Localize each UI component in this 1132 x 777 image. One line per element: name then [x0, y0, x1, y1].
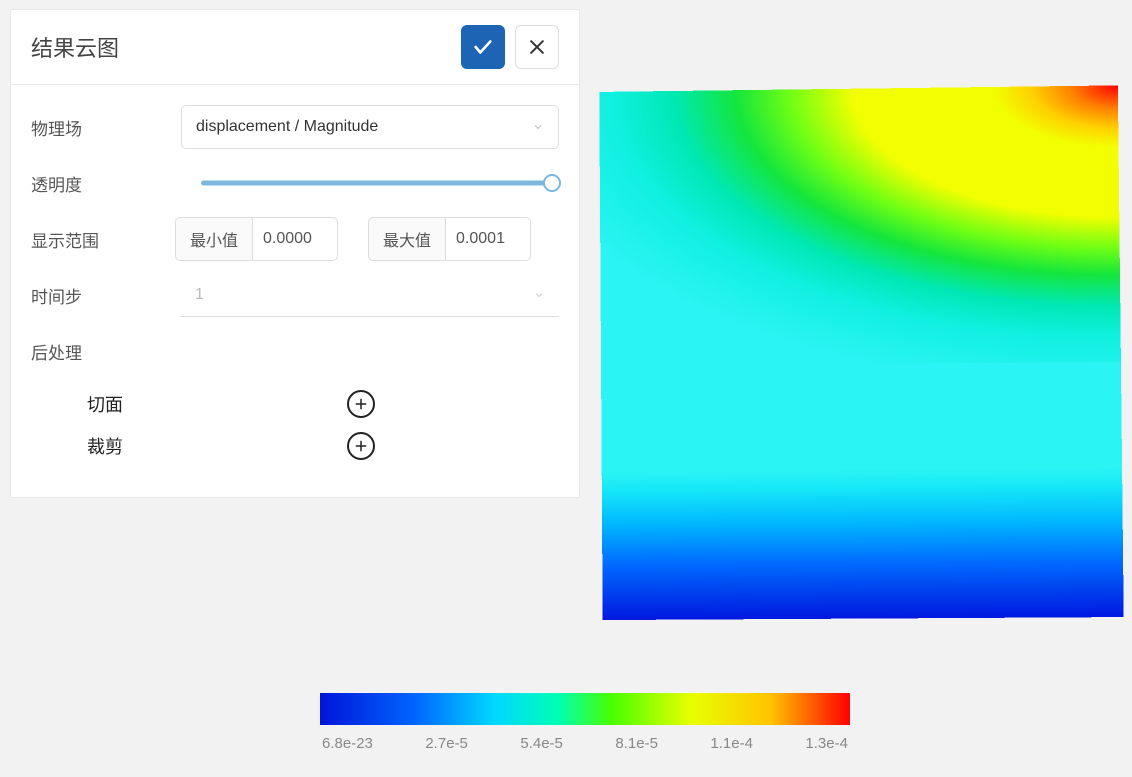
slice-label: 切面 — [87, 391, 347, 417]
colorbar-tick: 2.7e-5 — [425, 735, 468, 752]
colorbar-tick: 5.4e-5 — [520, 735, 563, 752]
field-row: 物理场 displacement / Magnitude — [31, 103, 559, 151]
result-contour-panel: 结果云图 物理场 displacement / Magnitude 透明度 — [10, 9, 580, 498]
min-input[interactable] — [252, 217, 338, 261]
slice-row: 切面 — [31, 383, 559, 425]
timestep-row: 时间步 1 — [31, 271, 559, 319]
range-label: 显示范围 — [31, 227, 181, 252]
close-icon — [527, 37, 547, 57]
colorbar-ticks: 6.8e-23 2.7e-5 5.4e-5 8.1e-5 1.1e-4 1.3e… — [320, 735, 850, 752]
opacity-row: 透明度 — [31, 159, 559, 207]
range-row: 显示范围 最小值 最大值 — [31, 215, 559, 263]
chevron-down-icon — [532, 121, 544, 133]
contour-layer-upper — [599, 85, 1121, 366]
timestep-label: 时间步 — [31, 283, 181, 308]
field-select[interactable]: displacement / Magnitude — [181, 105, 559, 149]
chevron-down-icon — [533, 289, 545, 301]
max-input[interactable] — [445, 217, 531, 261]
field-label: 物理场 — [31, 115, 181, 140]
colorbar-tick: 6.8e-23 — [322, 735, 373, 752]
contour-plot[interactable] — [599, 85, 1123, 620]
panel-header: 结果云图 — [11, 10, 579, 85]
colorbar-tick: 8.1e-5 — [615, 735, 658, 752]
min-addon: 最小值 — [175, 217, 252, 261]
timestep-select[interactable]: 1 — [181, 273, 559, 317]
opacity-label: 透明度 — [31, 171, 181, 196]
contour-layer-low — [602, 468, 1124, 620]
timestep-value: 1 — [195, 286, 204, 304]
slider-thumb[interactable] — [543, 174, 561, 192]
add-clip-button[interactable] — [347, 432, 375, 460]
panel-body: 物理场 displacement / Magnitude 透明度 显示范围 — [11, 85, 579, 497]
confirm-button[interactable] — [461, 25, 505, 69]
opacity-slider[interactable] — [201, 169, 559, 197]
min-group: 最小值 — [175, 217, 338, 261]
plus-icon — [354, 439, 368, 453]
postproc-row: 后处理 — [31, 327, 559, 375]
clip-row: 裁剪 — [31, 425, 559, 467]
colorbar-gradient — [320, 693, 850, 725]
colorbar-tick: 1.3e-4 — [805, 735, 848, 752]
colorbar: 6.8e-23 2.7e-5 5.4e-5 8.1e-5 1.1e-4 1.3e… — [320, 693, 850, 752]
close-button[interactable] — [515, 25, 559, 69]
clip-label: 裁剪 — [87, 433, 347, 459]
slider-track — [201, 181, 559, 186]
panel-title: 结果云图 — [31, 31, 451, 63]
check-icon — [472, 36, 494, 58]
plus-icon — [354, 397, 368, 411]
add-slice-button[interactable] — [347, 390, 375, 418]
field-select-value: displacement / Magnitude — [196, 118, 378, 136]
max-addon: 最大值 — [368, 217, 445, 261]
postproc-label: 后处理 — [31, 339, 181, 364]
max-group: 最大值 — [368, 217, 531, 261]
colorbar-tick: 1.1e-4 — [710, 735, 753, 752]
